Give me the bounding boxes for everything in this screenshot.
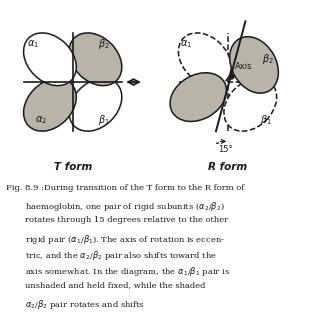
Ellipse shape [170, 73, 227, 121]
Text: rotates through 15 degrees relative to the other: rotates through 15 degrees relative to t… [25, 216, 228, 224]
Text: $\alpha_2$/$\beta_2$ pair rotates and shifts: $\alpha_2$/$\beta_2$ pair rotates and sh… [25, 298, 145, 311]
Text: axis somewhat. In the diagram, the $\alpha_1$/$\beta_1$ pair is: axis somewhat. In the diagram, the $\alp… [25, 265, 230, 278]
Text: T form: T form [53, 162, 92, 172]
Ellipse shape [179, 33, 231, 86]
Ellipse shape [24, 78, 76, 131]
Text: $\beta_1$: $\beta_1$ [259, 113, 271, 127]
Text: $\alpha_1$: $\alpha_1$ [180, 38, 192, 50]
Text: $\alpha_2$: $\alpha_2$ [189, 98, 201, 109]
Text: haemoglobin, one pair of rigid subunits ($\alpha_2$/$\beta_2$): haemoglobin, one pair of rigid subunits … [25, 200, 225, 213]
Text: $\beta_1$: $\beta_1$ [98, 113, 110, 127]
Text: 15°: 15° [218, 144, 233, 153]
Text: unshaded and held fixed, while the shaded: unshaded and held fixed, while the shade… [25, 282, 206, 290]
Text: R form: R form [208, 162, 247, 172]
Text: rigid pair ($\alpha_1$/$\beta_1$). The axis of rotation is eccen-: rigid pair ($\alpha_1$/$\beta_1$). The a… [25, 233, 225, 246]
Text: $\beta_2$: $\beta_2$ [98, 37, 110, 51]
Text: $\alpha_1$: $\alpha_1$ [27, 38, 39, 50]
Text: tric, and the $\alpha_2$/$\beta_2$ pair also shifts toward the: tric, and the $\alpha_2$/$\beta_2$ pair … [25, 249, 217, 262]
Text: $\alpha_2$: $\alpha_2$ [35, 114, 47, 126]
Ellipse shape [24, 33, 76, 86]
Ellipse shape [69, 33, 122, 86]
Text: Axis: Axis [234, 62, 252, 71]
Ellipse shape [224, 78, 276, 131]
Ellipse shape [69, 78, 122, 131]
Text: Fig. 8.9 :During transition of the T form to the R form of: Fig. 8.9 :During transition of the T for… [6, 184, 245, 192]
Ellipse shape [230, 37, 278, 93]
Text: $\beta_2$: $\beta_2$ [262, 52, 274, 65]
